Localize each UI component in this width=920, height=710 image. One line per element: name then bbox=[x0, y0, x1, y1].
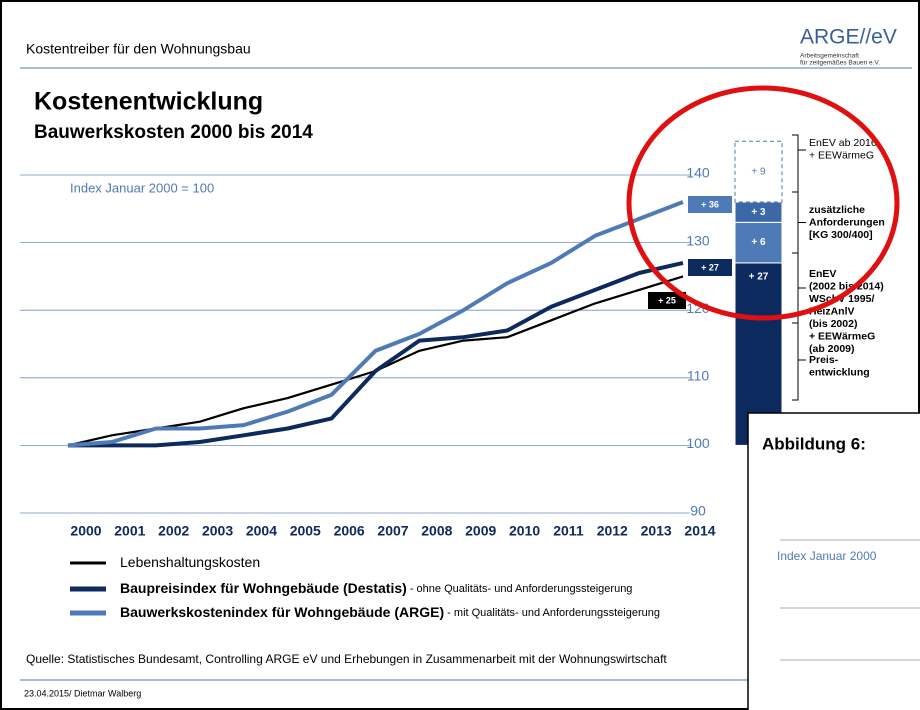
x-tick-label: 2003 bbox=[202, 523, 233, 539]
bracket-label: + EEWärmeG bbox=[809, 330, 875, 342]
x-tick-label: 2009 bbox=[465, 523, 496, 539]
x-tick-label: 2000 bbox=[70, 523, 101, 539]
highlight-circle bbox=[626, 85, 900, 321]
stack-label: + 6 bbox=[751, 237, 766, 248]
bracket-label: EnEV bbox=[809, 268, 836, 280]
bracket-label: (2002 bis 2014) bbox=[809, 280, 884, 292]
legend-name: Lebenshaltungskosten bbox=[120, 554, 260, 570]
x-tick-label: 2005 bbox=[290, 523, 321, 539]
y-tick-label: 140 bbox=[686, 165, 710, 181]
overlay-title: Abbildung 6: bbox=[762, 434, 866, 453]
x-tick-label: 2012 bbox=[597, 523, 628, 539]
series-line bbox=[68, 260, 684, 448]
legend-label: Baupreisindex für Wohngebäude (Destatis)… bbox=[120, 580, 632, 596]
x-tick-label: 2014 bbox=[684, 523, 715, 539]
legend-name: Baupreisindex für Wohngebäude (Destatis) bbox=[120, 580, 407, 596]
x-tick-label: 2011 bbox=[553, 523, 584, 539]
x-tick-label: 2010 bbox=[509, 523, 540, 539]
end-label-box bbox=[648, 292, 686, 309]
logo: ARGE//eV bbox=[800, 26, 897, 49]
chart-subtitle: Bauwerkskosten 2000 bis 2014 bbox=[34, 122, 313, 143]
logo-line: Arbeitsgemeinschaft bbox=[800, 53, 859, 60]
stack-label: + 3 bbox=[751, 207, 766, 218]
x-tick-label: 2004 bbox=[246, 523, 277, 539]
legend-label: Lebenshaltungskosten bbox=[120, 554, 260, 570]
bracket-label: (ab 2009) bbox=[809, 343, 855, 355]
stack-label: + 27 bbox=[749, 272, 769, 283]
legend-label: Bauwerkskostenindex für Wohngebäude (ARG… bbox=[120, 604, 660, 620]
logo-line: für zeitgemäßes Bauen e.V. bbox=[800, 60, 880, 67]
end-label: + 27 bbox=[701, 262, 719, 272]
footer: 23.04.2015/ Dietmar Walberg bbox=[24, 688, 141, 698]
bracket-label: zusätzliche bbox=[809, 204, 865, 216]
bracket-label: Anforderungen bbox=[809, 216, 885, 228]
x-tick-label: 2002 bbox=[158, 523, 189, 539]
legend-note: - ohne Qualitäts- und Anforderungssteige… bbox=[407, 583, 633, 595]
x-tick-label: 2008 bbox=[421, 523, 452, 539]
bracket-label: EnEV ab 2016 bbox=[809, 137, 877, 149]
bracket bbox=[792, 134, 806, 193]
x-tick-label: 2007 bbox=[377, 523, 408, 539]
end-label-box bbox=[688, 196, 732, 213]
chart-title: Kostenentwicklung bbox=[34, 88, 263, 116]
legend-name: Bauwerkskostenindex für Wohngebäude (ARG… bbox=[120, 604, 444, 620]
source: Quelle: Statistisches Bundesamt, Control… bbox=[26, 652, 667, 666]
series-line bbox=[67, 200, 684, 448]
y-tick-label: 110 bbox=[687, 368, 710, 384]
legend-note: - mit Qualitäts- und Anforderungssteiger… bbox=[444, 607, 660, 619]
annotation: Index Januar 2000 = 100 bbox=[70, 180, 214, 195]
end-label-box bbox=[688, 259, 732, 276]
y-tick-label: 100 bbox=[686, 435, 710, 451]
x-tick-label: 2013 bbox=[641, 523, 672, 539]
x-tick-label: 2006 bbox=[334, 523, 365, 539]
stack-label: + 9 bbox=[751, 166, 766, 177]
bracket-label: Preis- bbox=[809, 354, 839, 366]
y-tick-label: 130 bbox=[686, 232, 710, 248]
bracket-label: [KG 300/400] bbox=[809, 229, 873, 241]
end-label: + 25 bbox=[658, 295, 676, 305]
bracket-label: entwicklung bbox=[809, 366, 870, 378]
x-tick-label: 2001 bbox=[114, 523, 145, 539]
y-tick-label: 90 bbox=[690, 503, 706, 519]
bracket-label: (bis 2002) bbox=[809, 318, 857, 330]
end-label: + 36 bbox=[701, 199, 719, 209]
overlay: Abbildung 6: Index Januar 2000 bbox=[747, 412, 920, 710]
stack-segment bbox=[734, 221, 783, 264]
stack-segment bbox=[734, 140, 783, 203]
bracket-label: + EEWärmeG bbox=[809, 149, 874, 161]
overlay-text: Index Januar 2000 bbox=[777, 549, 877, 563]
slide-title: Kostentreiber für den Wohnungsbau bbox=[26, 41, 251, 57]
